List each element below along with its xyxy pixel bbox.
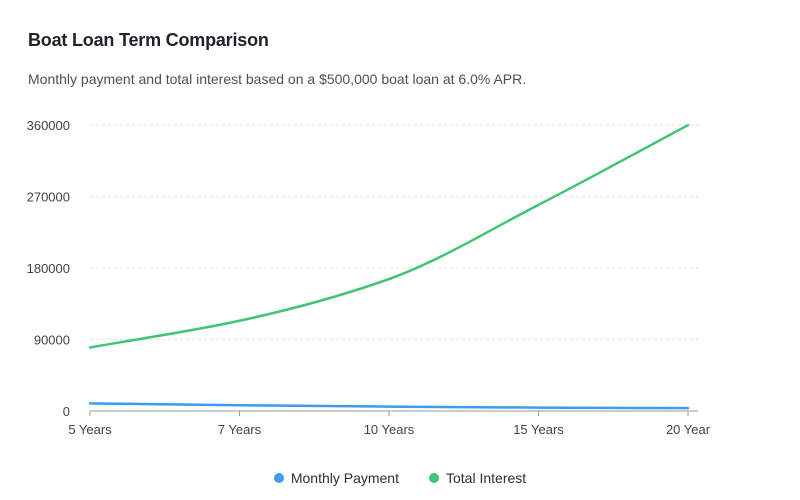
y-tick-label: 180000 [27,261,70,276]
series-line-monthly-payment[interactable] [88,402,690,410]
x-tick-label: 5 Years [68,422,112,437]
series-lines [88,123,690,410]
y-tick-label: 360000 [27,118,70,133]
series-line-total-interest[interactable] [88,123,690,349]
legend-item-monthly-payment[interactable]: Monthly Payment [273,470,399,486]
x-tick-label: 15 Years [513,422,564,437]
chart-subtitle: Monthly payment and total interest based… [28,71,527,87]
legend: Monthly Payment Total Interest [0,470,800,486]
chart-title: Boat Loan Term Comparison [28,30,269,50]
legend-dot-total-interest [429,473,439,483]
y-tick-label: 0 [63,404,70,419]
x-tick-label: 10 Years [364,422,415,437]
legend-label-total-interest: Total Interest [446,470,527,486]
legend-item-total-interest[interactable]: Total Interest [429,470,526,486]
y-tick-label: 270000 [27,190,70,205]
x-tick-label: 20 Year [666,422,711,437]
x-tick-label: 7 Years [218,422,262,437]
grid-lines [90,124,700,340]
legend-dot-monthly-payment [273,473,284,483]
axes: 0 90000 180000 270000 360000 5 Years 7 Years 10… [27,118,711,437]
legend-label-monthly-payment: Monthly Payment [290,470,399,486]
y-tick-label: 90000 [34,333,70,348]
